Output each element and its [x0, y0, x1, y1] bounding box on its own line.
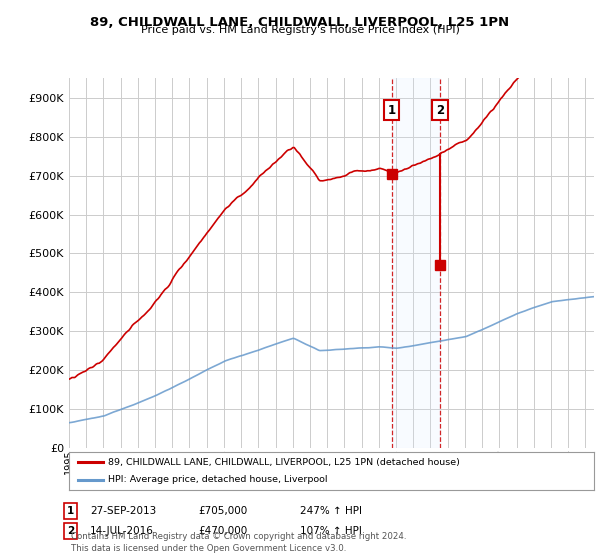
Text: 89, CHILDWALL LANE, CHILDWALL, LIVERPOOL, L25 1PN: 89, CHILDWALL LANE, CHILDWALL, LIVERPOOL…	[91, 16, 509, 29]
Text: 2: 2	[67, 526, 74, 536]
Text: 247% ↑ HPI: 247% ↑ HPI	[300, 506, 362, 516]
Text: £705,000: £705,000	[198, 506, 247, 516]
Text: 107% ↑ HPI: 107% ↑ HPI	[300, 526, 362, 536]
Text: 27-SEP-2013: 27-SEP-2013	[90, 506, 156, 516]
Text: 1: 1	[67, 506, 74, 516]
Text: 1: 1	[388, 104, 395, 116]
Text: £470,000: £470,000	[198, 526, 247, 536]
Text: 2: 2	[436, 104, 444, 116]
Text: Price paid vs. HM Land Registry's House Price Index (HPI): Price paid vs. HM Land Registry's House …	[140, 25, 460, 35]
Bar	[392, 78, 440, 448]
Text: Contains HM Land Registry data © Crown copyright and database right 2024.
This d: Contains HM Land Registry data © Crown c…	[71, 533, 406, 553]
Text: 14-JUL-2016: 14-JUL-2016	[90, 526, 154, 536]
Text: 89, CHILDWALL LANE, CHILDWALL, LIVERPOOL, L25 1PN (detached house): 89, CHILDWALL LANE, CHILDWALL, LIVERPOOL…	[109, 458, 460, 466]
Text: HPI: Average price, detached house, Liverpool: HPI: Average price, detached house, Live…	[109, 475, 328, 484]
